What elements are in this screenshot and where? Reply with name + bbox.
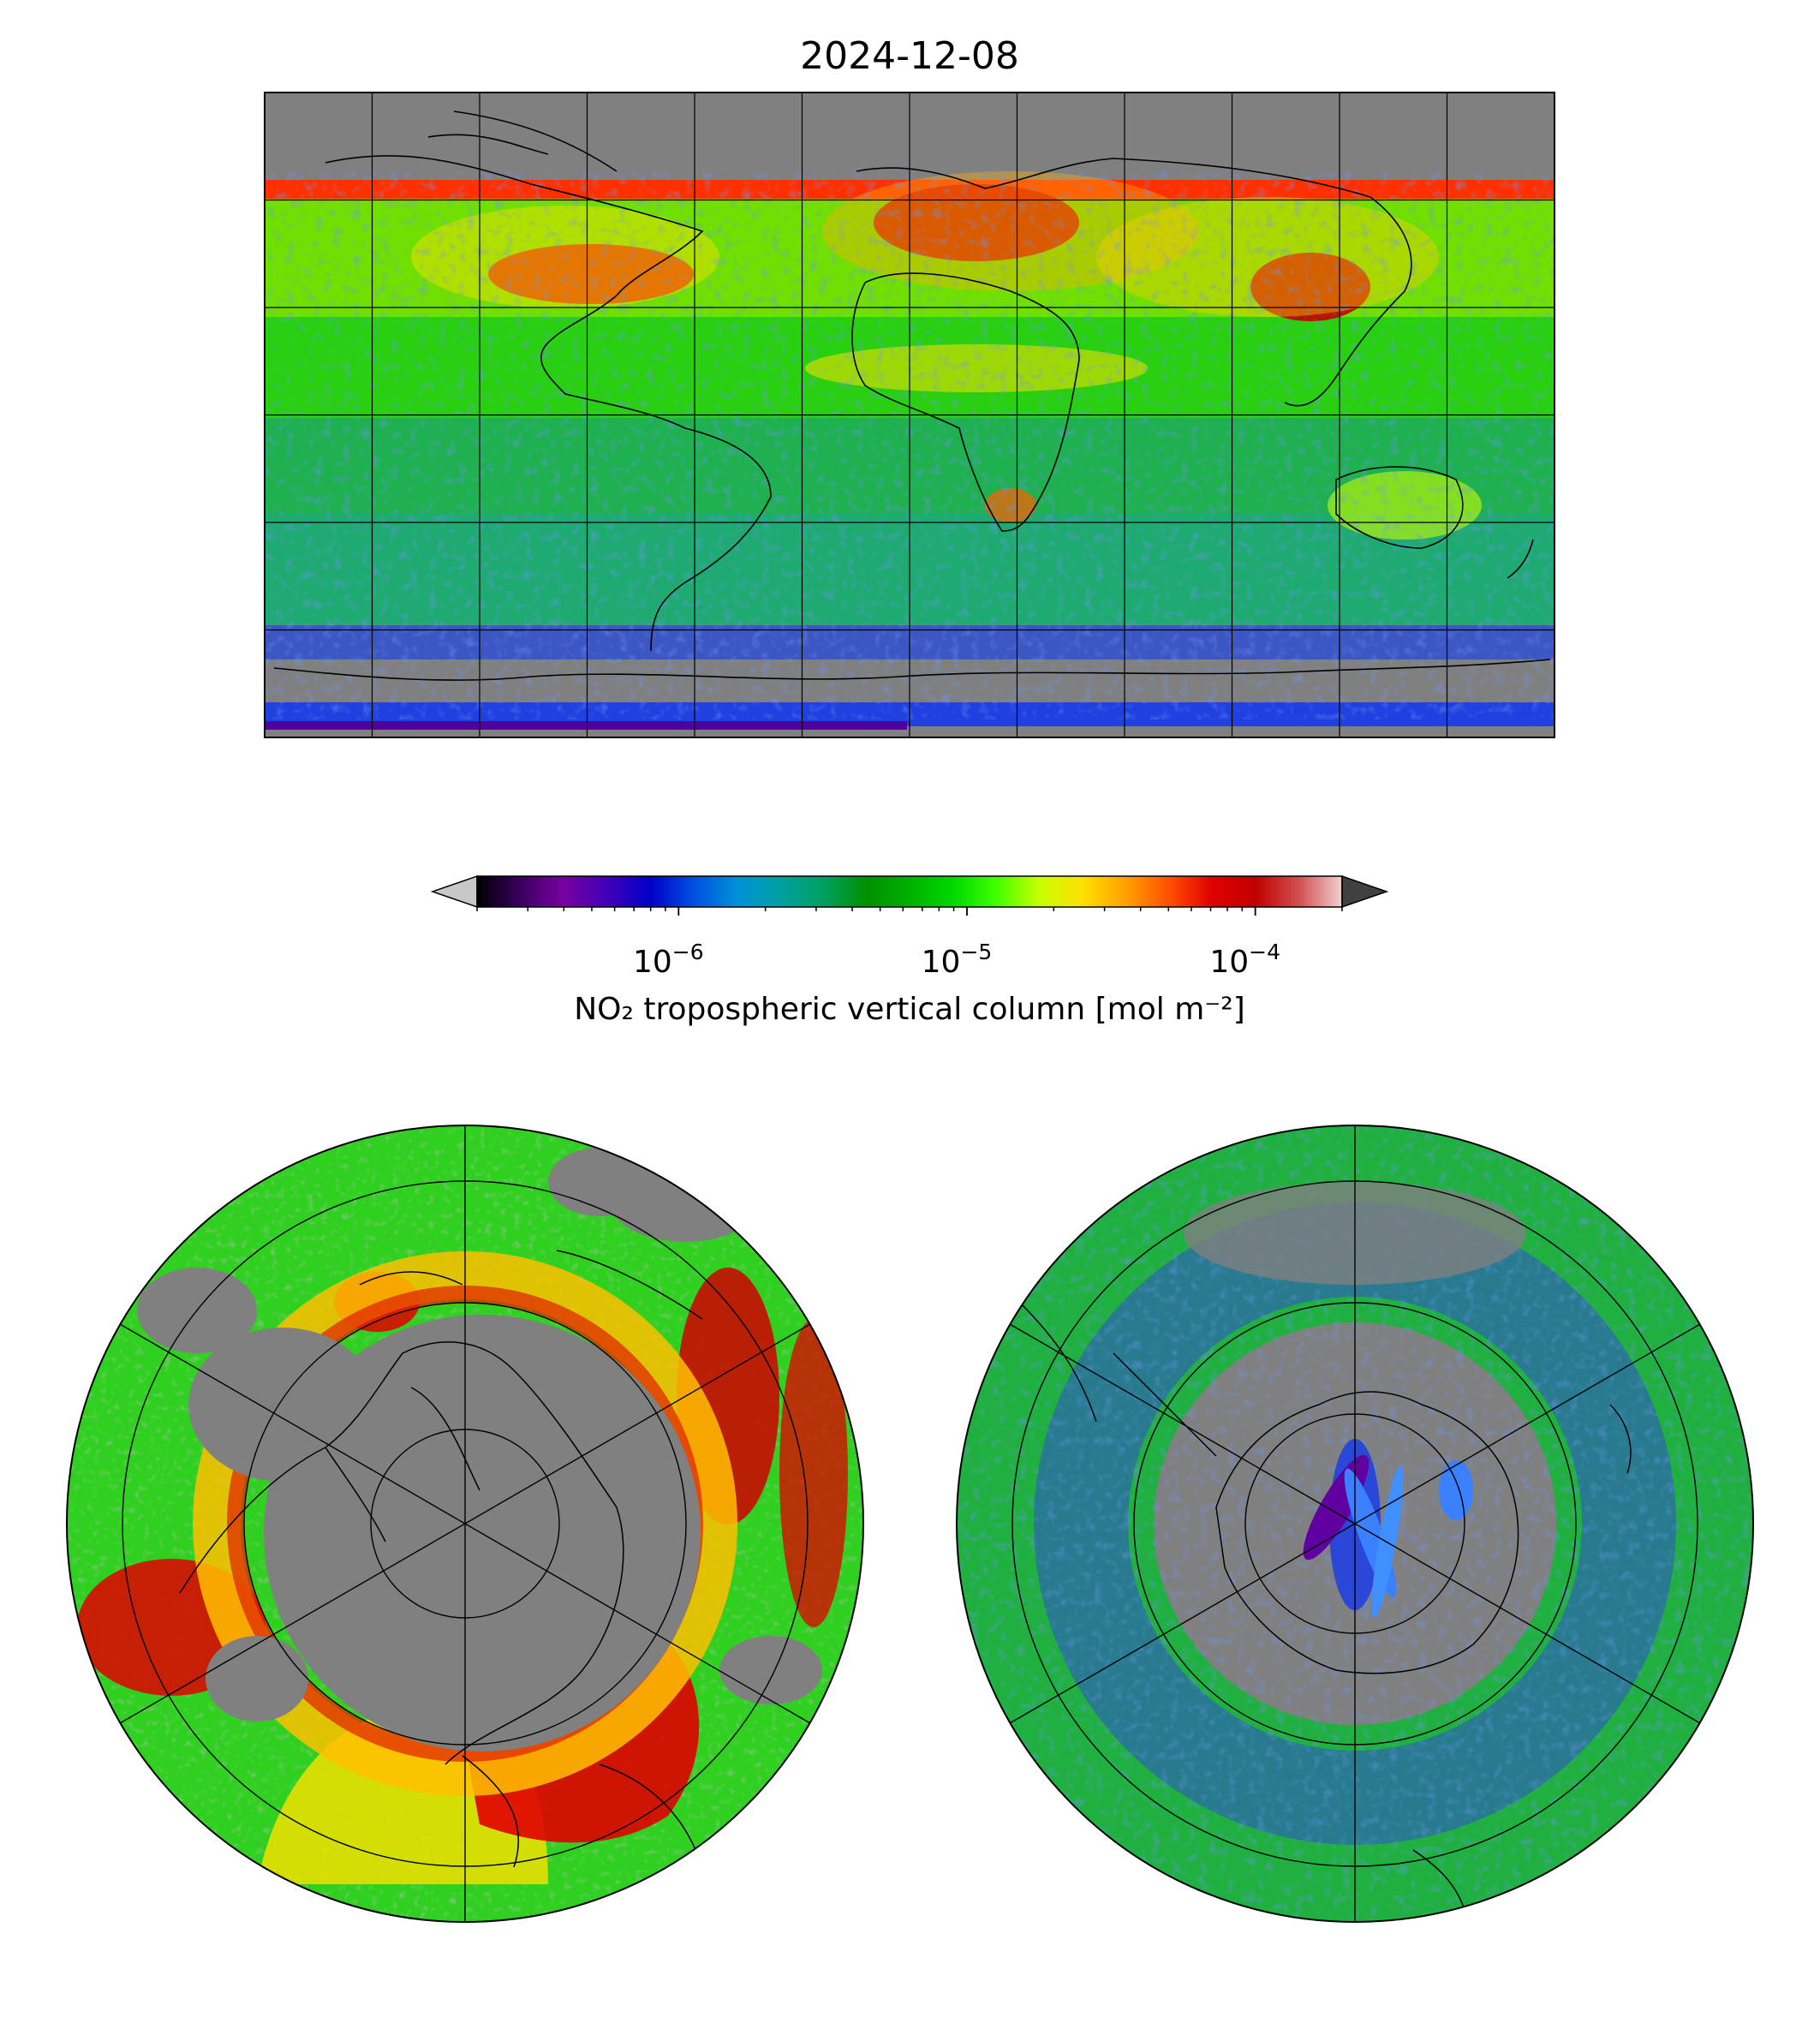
global-map-antarctic-strip-dark — [265, 721, 907, 730]
north-polar-map-panel — [66, 1125, 864, 1923]
colorbar-minor-ticks — [476, 907, 1343, 911]
colorbar-over-extension — [1341, 874, 1389, 909]
colorbar-major-ticks: 10−6 10−5 10−4 — [633, 907, 1280, 980]
colorbar-tick-label: 10−4 — [1209, 940, 1280, 980]
south-map-graticule — [1009, 1125, 1701, 1922]
north-map-graticule — [119, 1125, 811, 1922]
colorbar-tick-label: 10−6 — [633, 940, 704, 980]
global-map-coastlines — [273, 110, 1551, 681]
colorbar-tick-exponent: −5 — [960, 940, 992, 964]
colorbar-under-extension — [430, 874, 478, 909]
south-map-frame — [956, 1125, 1754, 1923]
colorbar: 10−6 10−5 10−4 NO₂ tropospheric vertical c… — [430, 874, 1389, 1027]
global-map-gridlines — [265, 92, 1554, 737]
colorbar-label: NO₂ tropospheric vertical column [mol m⁻… — [574, 992, 1245, 1027]
global-map-panel — [264, 92, 1555, 738]
colorbar-tick-label: 10−5 — [922, 940, 993, 980]
colorbar-body — [477, 876, 1342, 907]
north-map-frame — [66, 1125, 864, 1923]
global-map-frame — [264, 92, 1555, 738]
colorbar-outline — [476, 875, 1343, 908]
colorbar-tick-exponent: −6 — [672, 940, 704, 964]
colorbar-tick-base: 10 — [1209, 945, 1249, 980]
colorbar-tick-exponent: −4 — [1249, 940, 1280, 964]
colorbar-tick-base: 10 — [633, 945, 672, 980]
colorbar-tick-base: 10 — [922, 945, 961, 980]
figure-title: 2024-12-08 — [800, 34, 1019, 78]
south-polar-map-panel — [956, 1125, 1754, 1923]
north-map-red-east — [779, 1319, 848, 1627]
